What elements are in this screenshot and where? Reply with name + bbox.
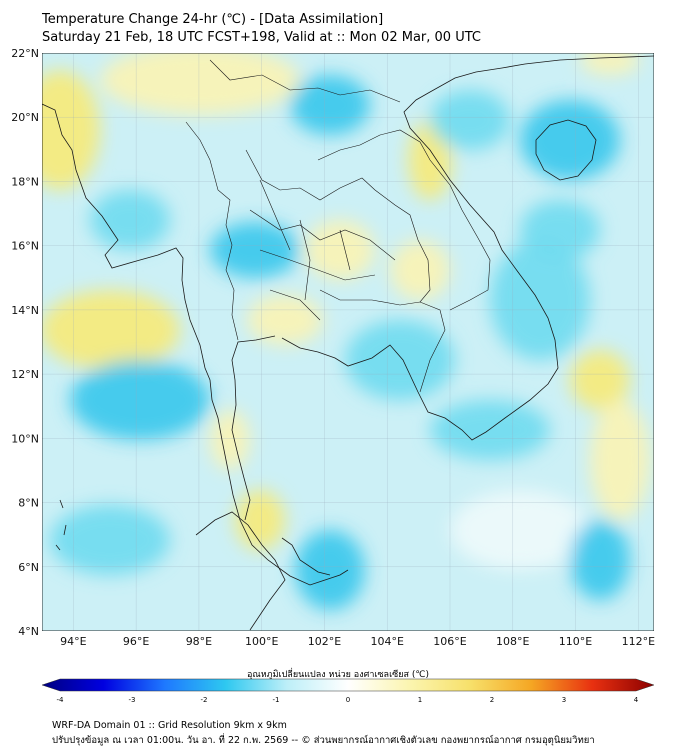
- field-patch-warm: [590, 400, 650, 520]
- coastline-gulf-west: [231, 335, 276, 521]
- lon-tick-label: 110°E: [559, 635, 592, 648]
- field-patch-warm: [100, 53, 300, 115]
- lon-tick-label: 106°E: [433, 635, 466, 648]
- field-patch-cool: [490, 240, 590, 360]
- lat-tick-label: 22°N: [11, 47, 39, 60]
- field-patch-cool_strong: [210, 222, 300, 278]
- coastline-myanmar-west: [42, 103, 349, 586]
- field-patch-warm: [305, 220, 375, 280]
- colorbar-tick-label: -4: [57, 696, 65, 704]
- colorbar-tick-label: 2: [490, 696, 494, 704]
- lon-tick-label: 94°E: [60, 635, 86, 648]
- lon-tick-label: 96°E: [123, 635, 149, 648]
- field-patch-cool: [90, 190, 170, 250]
- field-patch-cool: [430, 400, 550, 460]
- field-patch-cool_strong: [70, 360, 210, 440]
- field-patch-warm: [210, 410, 250, 470]
- lat-tick-label: 10°N: [11, 432, 39, 445]
- field-patch-cool: [345, 320, 455, 400]
- field-patch-neutral: [450, 490, 590, 570]
- field-patch-warm_strong: [570, 350, 630, 410]
- border-laos-vietnam: [317, 129, 491, 311]
- field-patch-warm: [390, 240, 450, 300]
- coastline-malay-east: [281, 537, 331, 576]
- field-patch-warm: [247, 295, 323, 345]
- footer-credit: ปรับปรุงข้อมูล ณ เวลา 01:00น. วัน อา. ที…: [52, 735, 595, 746]
- colorbar-tick-label: -3: [129, 696, 136, 704]
- colorbar-tick-label: 3: [562, 696, 566, 704]
- border-thailand-laos: [245, 149, 431, 303]
- lat-tick-label: 14°N: [11, 304, 39, 317]
- colorbar-tick-label: 1: [418, 696, 422, 704]
- field-patch-warm: [580, 53, 640, 75]
- map-subtitle: Saturday 21 Feb, 18 UTC FCST+198, Valid …: [42, 30, 481, 45]
- colorbar: -4 -3 -2 -1 0 1 2 3 4: [41, 678, 655, 704]
- colorbar-tick-label: -1: [273, 696, 280, 704]
- field-patch-cool_strong: [290, 75, 370, 135]
- border-myanmar-thailand: [185, 121, 239, 341]
- lat-tick-label: 6°N: [18, 561, 39, 574]
- field-patch-warm_strong: [42, 70, 100, 190]
- field-patch-cool: [520, 200, 600, 260]
- map-title: Temperature Change 24-hr (℃) - [Data Ass…: [42, 12, 384, 27]
- colorbar-tick-label: 4: [634, 696, 639, 704]
- lon-tick-label: 98°E: [186, 635, 212, 648]
- colorbar-tick-label: -2: [201, 696, 208, 704]
- field-patch-warm_strong: [42, 290, 180, 370]
- lon-tick-label: 108°E: [496, 635, 529, 648]
- lon-tick-label: 100°E: [245, 635, 278, 648]
- lon-tick-label: 112°E: [622, 635, 655, 648]
- border-china-north: [209, 59, 401, 103]
- border-provinces-thailand: [249, 179, 396, 321]
- coastline-hainan: [535, 119, 597, 181]
- coastline-sumatra: [195, 511, 286, 631]
- lon-tick-label: 104°E: [371, 635, 404, 648]
- field-patch-cool_strong: [570, 520, 630, 600]
- field-patch-cool: [50, 505, 170, 575]
- field-patch-cool_strong: [295, 530, 365, 610]
- lat-tick-label: 8°N: [18, 497, 39, 510]
- field-patch-cool: [430, 90, 510, 150]
- border-thailand-cambodia: [319, 289, 446, 393]
- lat-tick-label: 12°N: [11, 368, 39, 381]
- lon-tick-label: 102°E: [308, 635, 341, 648]
- lat-tick-label: 18°N: [11, 175, 39, 188]
- colorbar-label: อุณหภูมิเปลี่ยนแปลง หน่วย องศาเซลเซียส (…: [246, 670, 430, 680]
- coastline-andaman: [55, 499, 67, 551]
- colorbar-tick-label: 0: [346, 696, 350, 704]
- field-patch-cool_strong: [520, 100, 620, 180]
- coastline-gulf-east: [281, 55, 654, 441]
- temperature-change-map: 22°N 20°N 18°N 16°N 14°N 12°N 10°N 8°N 6°N 4°N 94°…: [11, 47, 655, 648]
- field-patch-warm_strong: [235, 490, 285, 550]
- lat-tick-label: 16°N: [11, 240, 39, 253]
- lat-tick-label: 20°N: [11, 111, 39, 124]
- lat-tick-label: 4°N: [18, 625, 39, 638]
- footer-domain-info: WRF-DA Domain 01 :: Grid Resolution 9km …: [52, 720, 287, 731]
